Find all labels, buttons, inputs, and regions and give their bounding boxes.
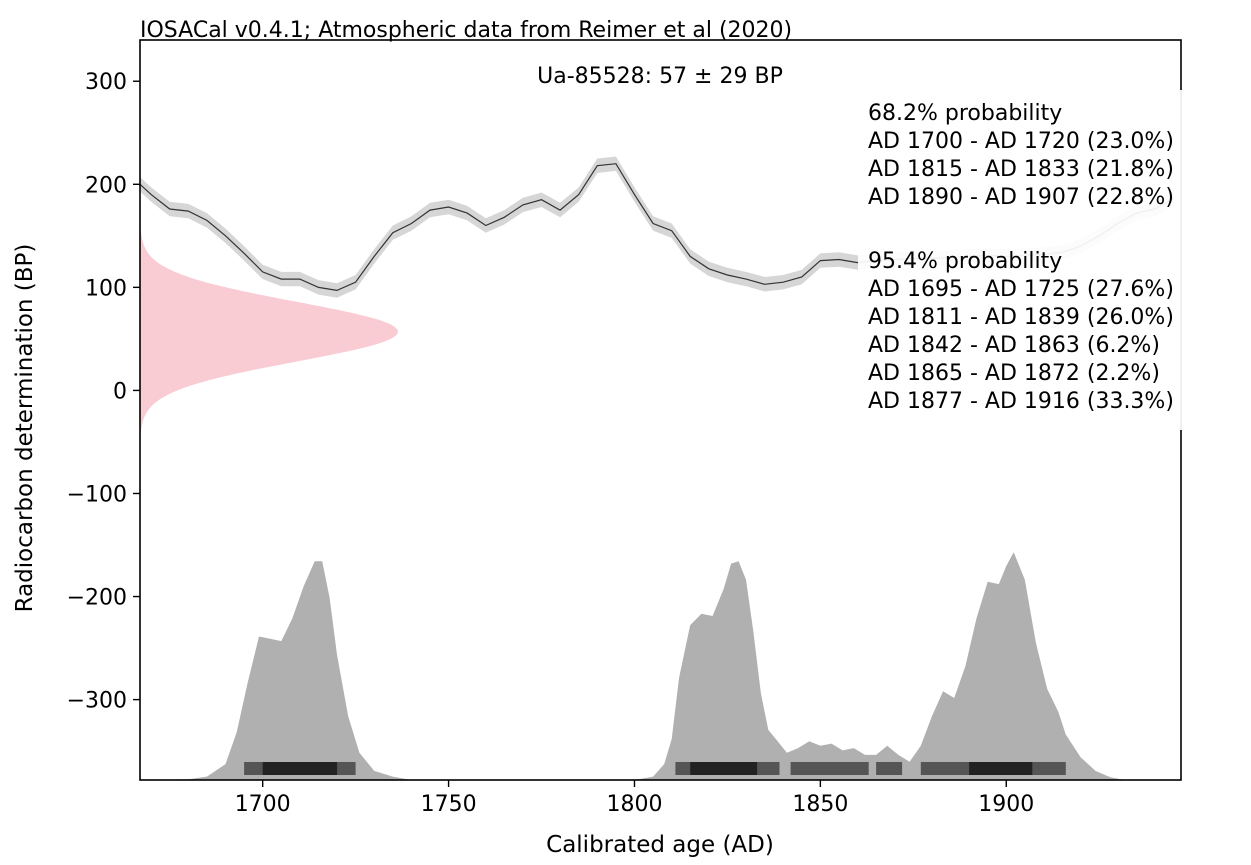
ranges-95-line: AD 1811 - AD 1839 (26.0%): [868, 305, 1174, 330]
ranges-68-line: AD 1700 - AD 1720 (23.0%): [868, 129, 1174, 154]
range-68-bar: [969, 762, 1032, 775]
sample-label: Ua-85528: 57 ± 29 BP: [537, 64, 783, 89]
ranges-68-title: 68.2% probability: [868, 101, 1062, 126]
range-68-bar: [263, 762, 337, 775]
y-tick-label: 200: [85, 173, 127, 198]
ranges-95-line: AD 1842 - AD 1863 (6.2%): [868, 333, 1160, 358]
probability-annotations: 68.2% probability AD 1700 - AD 1720 (23.0…: [858, 90, 1251, 430]
ranges-95-line: AD 1865 - AD 1872 (2.2%): [868, 361, 1160, 386]
x-tick-label: 1900: [978, 792, 1034, 817]
y-tick-label: −200: [67, 586, 127, 611]
x-tick-label: 1750: [421, 792, 477, 817]
range-95-bar: [876, 762, 902, 775]
x-tick-label: 1850: [792, 792, 848, 817]
range-95-bar: [791, 762, 869, 775]
x-tick-label: 1800: [606, 792, 662, 817]
range-68-bar: [690, 762, 757, 775]
chart-title: IOSACal v0.4.1; Atmospheric data from Re…: [140, 18, 792, 43]
ranges-68-line: AD 1815 - AD 1833 (21.8%): [868, 157, 1174, 182]
y-tick-label: 100: [85, 276, 127, 301]
ranges-95-line: AD 1695 - AD 1725 (27.6%): [868, 277, 1174, 302]
y-tick-label: −100: [67, 482, 127, 507]
y-axis-label: Radiocarbon determination (BP): [12, 244, 38, 613]
y-tick-label: 300: [85, 70, 127, 95]
ranges-95-title: 95.4% probability: [868, 249, 1062, 274]
ranges-95-line: AD 1877 - AD 1916 (33.3%): [868, 389, 1174, 414]
x-axis-label: Calibrated age (AD): [546, 832, 774, 858]
y-tick-label: 0: [113, 379, 127, 404]
y-tick-label: −300: [67, 689, 127, 714]
ranges-68-line: AD 1890 - AD 1907 (22.8%): [868, 185, 1174, 210]
x-tick-label: 1700: [235, 792, 291, 817]
